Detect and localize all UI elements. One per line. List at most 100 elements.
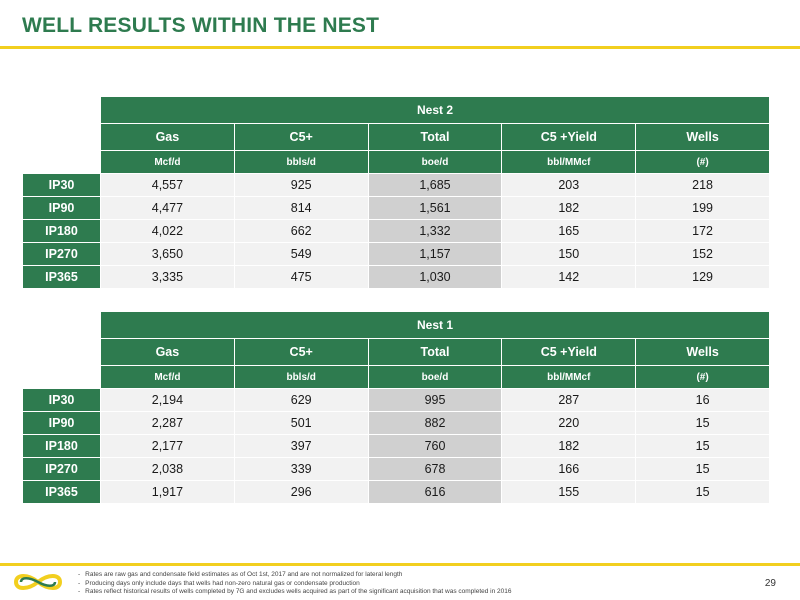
table-cell: 629 bbox=[233, 388, 369, 412]
table-row: IP90 2,287 501 882 220 15 bbox=[22, 411, 770, 435]
table-cell: 1,917 bbox=[100, 480, 235, 504]
table-cell: 662 bbox=[233, 219, 369, 243]
table-corner bbox=[23, 312, 101, 339]
table-cell: 150 bbox=[501, 242, 637, 266]
table-cell: 501 bbox=[233, 411, 369, 435]
table-row: IP270 3,650 549 1,157 150 152 bbox=[22, 242, 770, 266]
nest-2-table: Nest 2 Gas C5+ Total C5 +Yield Wells Mcf… bbox=[22, 96, 770, 289]
total-cell: 760 bbox=[367, 434, 503, 458]
table-cell: 397 bbox=[233, 434, 369, 458]
table-cell: 3,335 bbox=[100, 265, 235, 289]
footnote: Producing days only include days that we… bbox=[78, 580, 512, 589]
total-cell: 1,685 bbox=[367, 173, 503, 197]
unit-c5: bbls/d bbox=[233, 365, 369, 389]
table-row: IP270 2,038 339 678 166 15 bbox=[22, 457, 770, 481]
row-label: IP30 bbox=[22, 388, 101, 412]
table-cell: 220 bbox=[501, 411, 637, 435]
table-cell: 16 bbox=[635, 388, 770, 412]
table-corner bbox=[23, 97, 101, 124]
table-cell: 199 bbox=[635, 196, 770, 220]
row-label: IP270 bbox=[22, 242, 101, 266]
table-cell: 129 bbox=[635, 265, 770, 289]
table-row: IP180 2,177 397 760 182 15 bbox=[22, 434, 770, 458]
column-header-yield: C5 +Yield bbox=[501, 123, 637, 151]
table-row: IP90 4,477 814 1,561 182 199 bbox=[22, 196, 770, 220]
table-cell: 296 bbox=[233, 480, 369, 504]
column-header-wells: Wells bbox=[635, 123, 770, 151]
total-cell: 1,561 bbox=[367, 196, 503, 220]
table-cell: 15 bbox=[635, 480, 770, 504]
column-header-c5: C5+ bbox=[233, 338, 369, 366]
table-cell: 4,022 bbox=[100, 219, 235, 243]
company-logo-icon bbox=[13, 574, 63, 590]
nest-1-table: Nest 1 Gas C5+ Total C5 +Yield Wells Mcf… bbox=[22, 311, 770, 504]
row-label: IP365 bbox=[22, 265, 101, 289]
column-header-gas: Gas bbox=[100, 123, 235, 151]
unit-wells: (#) bbox=[635, 150, 770, 174]
table-cell: 166 bbox=[501, 457, 637, 481]
row-label: IP180 bbox=[22, 219, 101, 243]
row-label: IP270 bbox=[22, 457, 101, 481]
unit-yield: bbl/MMcf bbox=[501, 150, 637, 174]
table-cell: 2,194 bbox=[100, 388, 235, 412]
column-header-total: Total bbox=[367, 123, 503, 151]
total-cell: 1,332 bbox=[367, 219, 503, 243]
unit-total: boe/d bbox=[367, 365, 503, 389]
table-cell: 15 bbox=[635, 411, 770, 435]
title-divider bbox=[0, 46, 800, 49]
table-row: IP30 4,557 925 1,685 203 218 bbox=[22, 173, 770, 197]
table-cell: 3,650 bbox=[100, 242, 235, 266]
table-cell: 4,557 bbox=[100, 173, 235, 197]
row-label: IP365 bbox=[22, 480, 101, 504]
page-number: 29 bbox=[764, 578, 776, 589]
table-cell: 142 bbox=[501, 265, 637, 289]
table-cell: 475 bbox=[233, 265, 369, 289]
column-header-total: Total bbox=[367, 338, 503, 366]
table-row: IP180 4,022 662 1,332 165 172 bbox=[22, 219, 770, 243]
total-cell: 995 bbox=[367, 388, 503, 412]
table-cell: 218 bbox=[635, 173, 770, 197]
unit-wells: (#) bbox=[635, 365, 770, 389]
table-cell: 152 bbox=[635, 242, 770, 266]
total-cell: 1,030 bbox=[367, 265, 503, 289]
table-cell: 182 bbox=[501, 434, 637, 458]
unit-total: boe/d bbox=[367, 150, 503, 174]
column-header-c5: C5+ bbox=[233, 123, 369, 151]
table-title: Nest 1 bbox=[100, 311, 770, 339]
table-cell: 925 bbox=[233, 173, 369, 197]
table-cell: 15 bbox=[635, 457, 770, 481]
table-row: IP30 2,194 629 995 287 16 bbox=[22, 388, 770, 412]
table-cell: 155 bbox=[501, 480, 637, 504]
table-cell: 182 bbox=[501, 196, 637, 220]
table-corner bbox=[23, 339, 101, 366]
total-cell: 1,157 bbox=[367, 242, 503, 266]
table-cell: 15 bbox=[635, 434, 770, 458]
page-title: WELL RESULTS WITHIN THE NEST bbox=[22, 14, 380, 37]
table-row: IP365 1,917 296 616 155 15 bbox=[22, 480, 770, 504]
table-cell: 172 bbox=[635, 219, 770, 243]
column-header-yield: C5 +Yield bbox=[501, 338, 637, 366]
table-corner bbox=[23, 124, 101, 151]
footnotes: Rates are raw gas and condensate field e… bbox=[78, 571, 512, 597]
table-row: IP365 3,335 475 1,030 142 129 bbox=[22, 265, 770, 289]
row-label: IP30 bbox=[22, 173, 101, 197]
column-header-wells: Wells bbox=[635, 338, 770, 366]
table-cell: 549 bbox=[233, 242, 369, 266]
unit-gas: Mcf/d bbox=[100, 150, 235, 174]
row-label: IP90 bbox=[22, 411, 101, 435]
table-cell: 287 bbox=[501, 388, 637, 412]
table-title: Nest 2 bbox=[100, 96, 770, 124]
unit-c5: bbls/d bbox=[233, 150, 369, 174]
unit-gas: Mcf/d bbox=[100, 365, 235, 389]
footnote: Rates are raw gas and condensate field e… bbox=[78, 571, 512, 580]
row-label: IP90 bbox=[22, 196, 101, 220]
row-label: IP180 bbox=[22, 434, 101, 458]
table-cell: 203 bbox=[501, 173, 637, 197]
table-cell: 339 bbox=[233, 457, 369, 481]
table-corner bbox=[23, 151, 101, 174]
table-cell: 2,287 bbox=[100, 411, 235, 435]
unit-yield: bbl/MMcf bbox=[501, 365, 637, 389]
table-cell: 2,177 bbox=[100, 434, 235, 458]
table-cell: 165 bbox=[501, 219, 637, 243]
total-cell: 882 bbox=[367, 411, 503, 435]
